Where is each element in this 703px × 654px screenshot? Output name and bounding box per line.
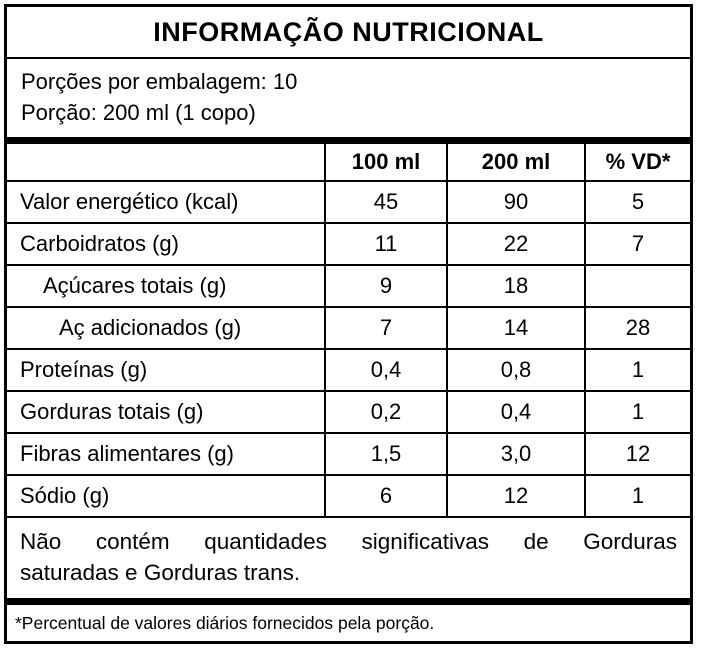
note-section: Não contém quantidades significativas de… [7, 518, 690, 598]
nutrient-name-cell: Valor energético (kcal) [7, 181, 325, 224]
separator-bar-bottom [7, 598, 690, 605]
value-percent-vd-cell: 28 [584, 307, 690, 350]
page-title: INFORMAÇÃO NUTRICIONAL [153, 17, 544, 47]
value-200ml-cell: 90 [446, 181, 585, 224]
table-row: Fibras alimentares (g) 1,5 3,0 12 [7, 433, 690, 476]
nutrient-name-cell: Fibras alimentares (g) [7, 433, 325, 476]
value-100ml-cell: 45 [324, 181, 447, 224]
header-percent-vd: % VD* [584, 144, 690, 182]
header-100ml: 100 ml [324, 144, 447, 182]
table-row: Gorduras totais (g) 0,2 0,4 1 [7, 391, 690, 434]
table-header-row: 100 ml 200 ml % VD* [7, 144, 690, 182]
nutrient-name-cell: Sódio (g) [7, 475, 325, 518]
nutrient-name-cell: Proteínas (g) [7, 349, 325, 392]
value-200ml-cell: 3,0 [446, 433, 585, 476]
nutrient-name-cell: Aç adicionados (g) [7, 307, 325, 350]
table-row: Valor energético (kcal) 45 90 5 [7, 181, 690, 224]
value-100ml-cell: 0,2 [324, 391, 447, 434]
value-100ml-cell: 6 [324, 475, 447, 518]
portion-size-text: Porção: 200 ml (1 copo) [21, 100, 256, 125]
value-200ml-cell: 12 [446, 475, 585, 518]
value-200ml-cell: 22 [446, 223, 585, 266]
title-box: INFORMAÇÃO NUTRICIONAL [7, 7, 690, 59]
value-100ml-cell: 9 [324, 265, 447, 308]
value-100ml-cell: 11 [324, 223, 447, 266]
value-200ml-cell: 0,8 [446, 349, 585, 392]
table-row: Aç adicionados (g) 7 14 28 [7, 307, 690, 350]
value-percent-vd-cell: 1 [584, 391, 690, 434]
value-100ml-cell: 7 [324, 307, 447, 350]
separator-bar-top [7, 137, 690, 144]
table-row: Açúcares totais (g) 9 18 [7, 265, 690, 308]
nutrition-label: INFORMAÇÃO NUTRICIONAL Porções por embal… [4, 4, 693, 644]
header-nutrient-blank [7, 144, 325, 182]
servings-per-package-text: Porções por embalagem: 10 [21, 69, 298, 94]
value-200ml-cell: 18 [446, 265, 585, 308]
footnote-text: *Percentual de valores diários fornecido… [15, 613, 435, 633]
value-200ml-cell: 14 [446, 307, 585, 350]
nutrient-name-cell: Gorduras totais (g) [7, 391, 325, 434]
value-percent-vd-cell: 5 [584, 181, 690, 224]
value-100ml-cell: 0,4 [324, 349, 447, 392]
nutrient-name-cell: Carboidratos (g) [7, 223, 325, 266]
table-row: Sódio (g) 6 12 1 [7, 475, 690, 518]
value-percent-vd-cell [584, 265, 690, 308]
value-100ml-cell: 1,5 [324, 433, 447, 476]
nutrition-table: 100 ml 200 ml % VD* Valor energético (kc… [7, 144, 690, 518]
nutrient-name-cell: Açúcares totais (g) [7, 265, 325, 308]
table-row: Carboidratos (g) 11 22 7 [7, 223, 690, 266]
value-percent-vd-cell: 1 [584, 349, 690, 392]
value-percent-vd-cell: 12 [584, 433, 690, 476]
header-200ml: 200 ml [446, 144, 585, 182]
table-row: Proteínas (g) 0,4 0,8 1 [7, 349, 690, 392]
value-200ml-cell: 0,4 [446, 391, 585, 434]
nutrition-table-body: Valor energético (kcal) 45 90 5 Carboidr… [7, 181, 690, 518]
note-line-1: Não contém quantidades significativas de… [20, 529, 677, 554]
value-percent-vd-cell: 7 [584, 223, 690, 266]
value-percent-vd-cell: 1 [584, 475, 690, 518]
note-line-2: saturadas e Gorduras trans. [20, 560, 301, 585]
portions-section: Porções por embalagem: 10 Porção: 200 ml… [7, 59, 690, 137]
